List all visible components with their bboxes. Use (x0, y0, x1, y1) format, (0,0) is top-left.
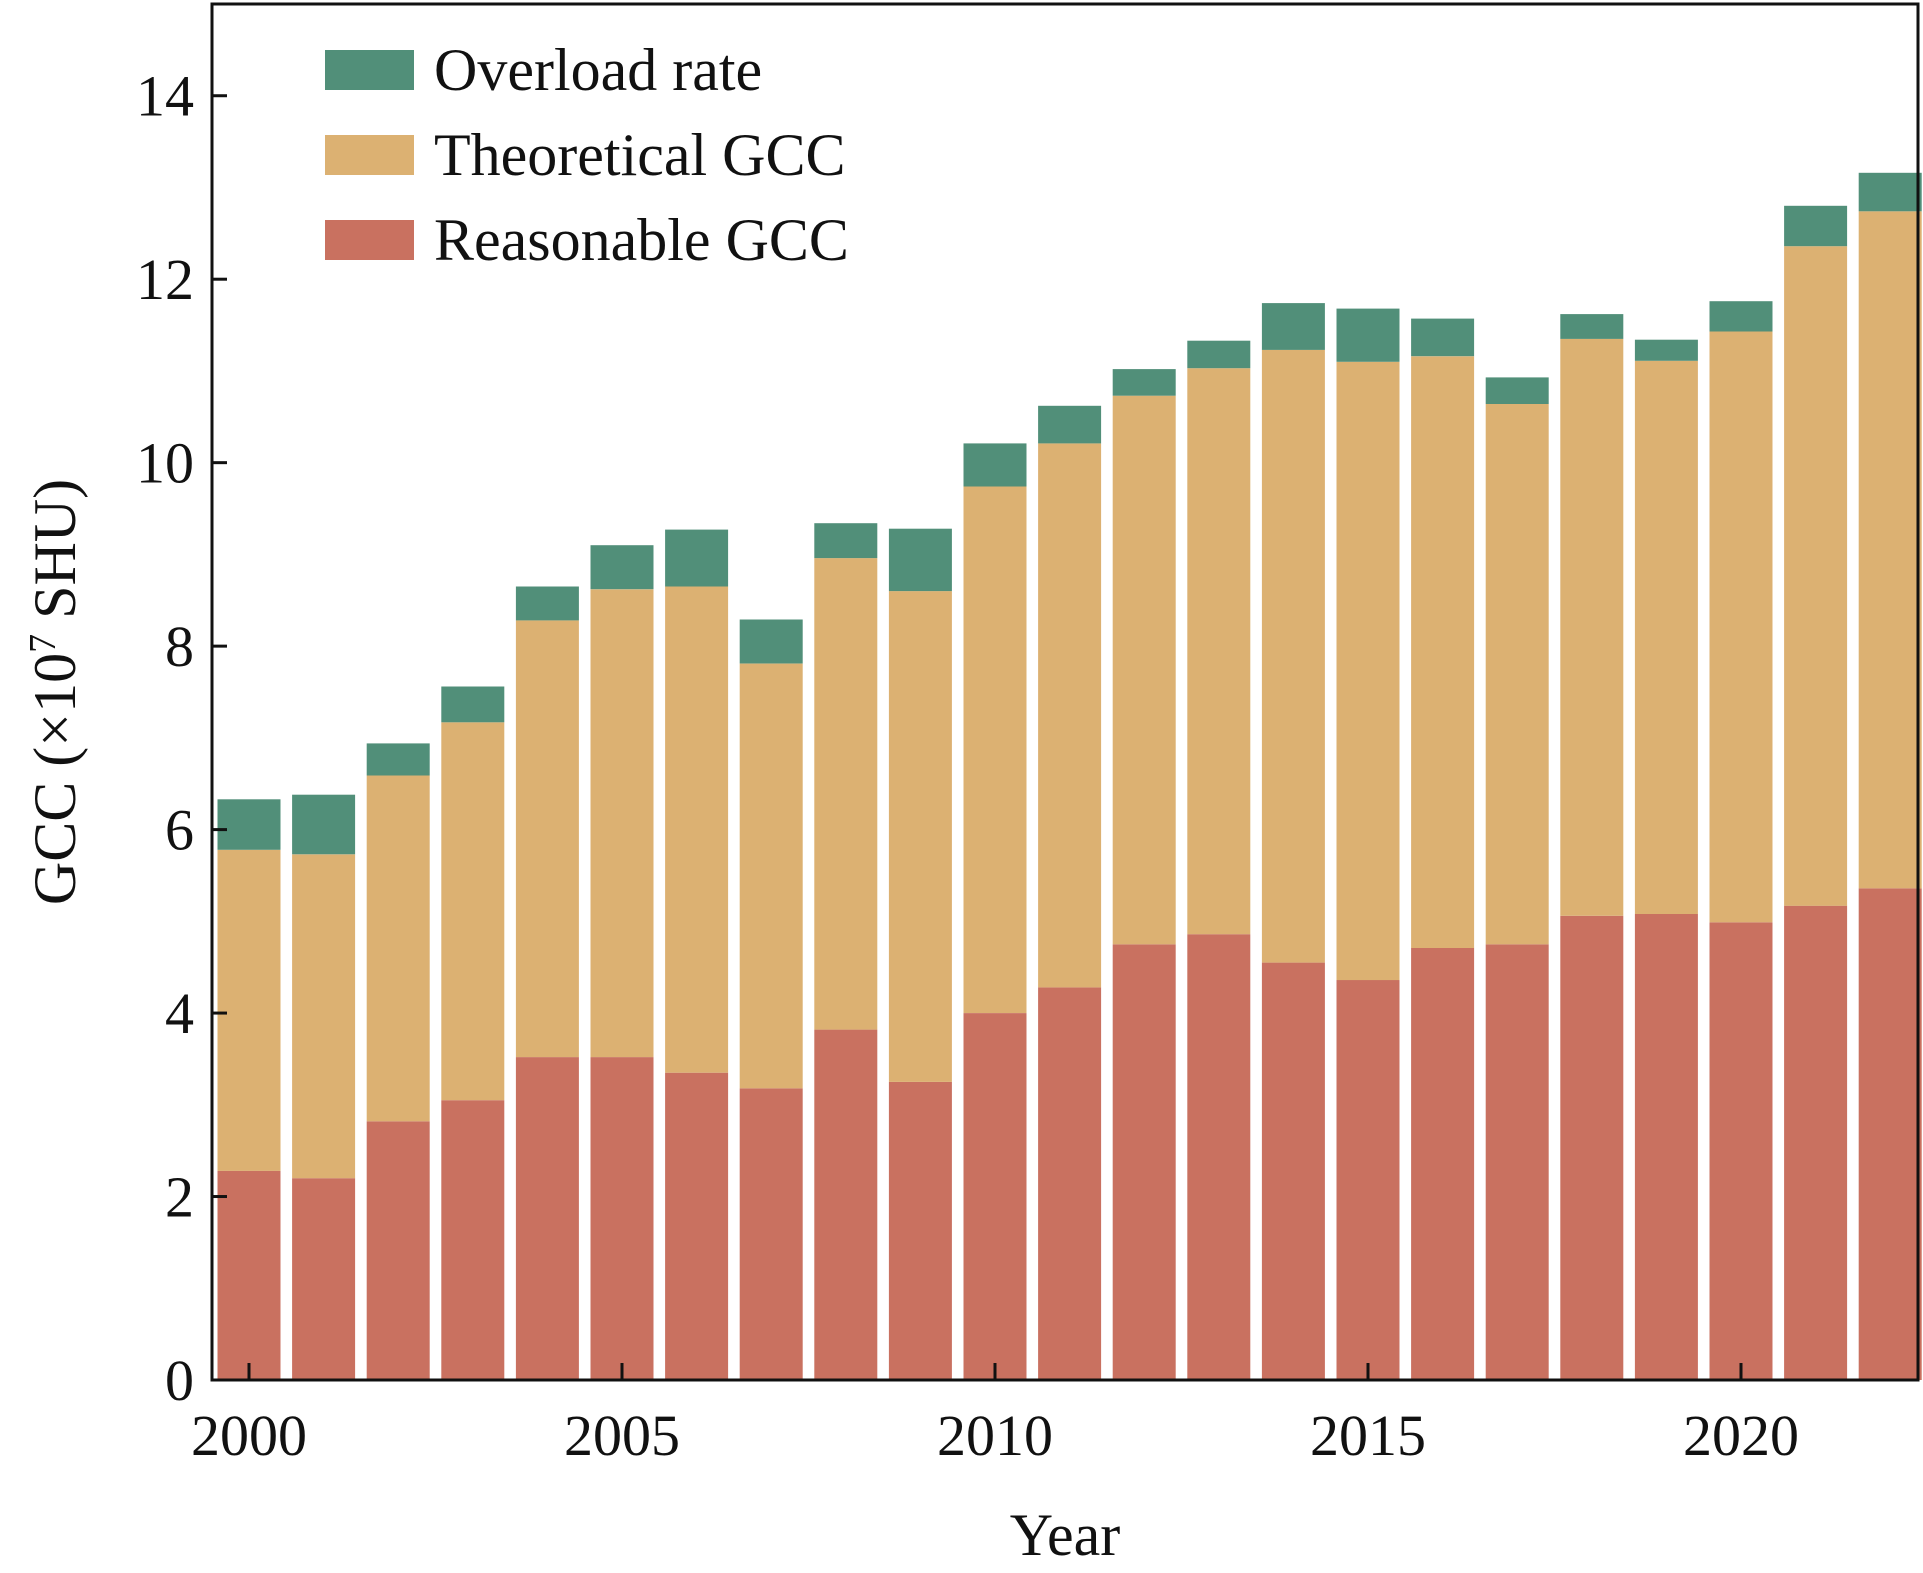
x-tick-label-2005: 2005 (564, 1403, 680, 1468)
y-tick-label-8: 8 (165, 614, 194, 679)
x-tick-label-2020: 2020 (1683, 1403, 1799, 1468)
bar-overload-rate-2000 (217, 799, 281, 850)
bar-overload-rate-2010 (963, 443, 1027, 487)
bar-overload-rate-2007 (739, 619, 803, 664)
x-tick-label-2015: 2015 (1310, 1403, 1426, 1468)
bar-overload-rate-2018 (1560, 314, 1624, 339)
bar-theoretical-gcc-2022 (1858, 211, 1922, 889)
bar-reasonable-gcc-2002 (366, 1121, 430, 1380)
y-tick-label-0: 0 (165, 1348, 194, 1413)
bar-overload-rate-2013 (1187, 340, 1251, 369)
bar-theoretical-gcc-2002 (366, 775, 430, 1122)
bar-theoretical-gcc-2015 (1336, 361, 1400, 981)
bar-reasonable-gcc-2020 (1709, 922, 1773, 1380)
bar-reasonable-gcc-2016 (1411, 947, 1475, 1380)
bar-overload-rate-2022 (1858, 172, 1922, 212)
bar-theoretical-gcc-2005 (590, 589, 654, 1058)
bar-overload-rate-2009 (888, 528, 952, 592)
x-tick-label-2000: 2000 (191, 1403, 307, 1468)
bar-reasonable-gcc-2005 (590, 1057, 654, 1380)
y-tick-label-6: 6 (165, 798, 194, 863)
bar-overload-rate-2005 (590, 545, 654, 590)
bar-theoretical-gcc-2013 (1187, 368, 1251, 935)
bar-overload-rate-2003 (441, 686, 505, 723)
bar-theoretical-gcc-2003 (441, 722, 505, 1101)
bar-theoretical-gcc-2009 (888, 591, 952, 1082)
bar-theoretical-gcc-2020 (1709, 331, 1773, 923)
bar-theoretical-gcc-2017 (1485, 404, 1549, 945)
bar-reasonable-gcc-2008 (814, 1029, 878, 1380)
bar-reasonable-gcc-2013 (1187, 934, 1251, 1380)
bar-theoretical-gcc-2018 (1560, 338, 1624, 916)
bar-theoretical-gcc-2007 (739, 663, 803, 1089)
legend-label-reasonable-gcc: Reasonable GCC (434, 207, 849, 273)
bar-theoretical-gcc-2021 (1784, 246, 1848, 906)
legend-swatch-theoretical-gcc (325, 135, 414, 175)
bar-overload-rate-2017 (1485, 377, 1549, 404)
legend-swatch-reasonable-gcc (325, 220, 414, 260)
bar-reasonable-gcc-2001 (292, 1178, 356, 1380)
y-tick-label-10: 10 (136, 431, 194, 496)
legend-swatch-overload-rate (325, 50, 414, 90)
bar-reasonable-gcc-2022 (1858, 888, 1922, 1380)
bar-overload-rate-2004 (515, 586, 579, 621)
y-tick-label-2: 2 (165, 1165, 194, 1230)
bar-reasonable-gcc-2015 (1336, 980, 1400, 1380)
plot-frame (210, 2, 1920, 1382)
x-axis-title: Year (1010, 1502, 1121, 1568)
bar-overload-rate-2002 (366, 743, 430, 776)
bar-theoretical-gcc-2000 (217, 849, 281, 1171)
bar-overload-rate-2011 (1038, 405, 1102, 444)
bar-overload-rate-2001 (292, 794, 356, 855)
legend: Overload rate Theoretical GCC Reasonable G… (325, 37, 849, 273)
bar-theoretical-gcc-2001 (292, 854, 356, 1179)
bar-overload-rate-2008 (814, 523, 878, 559)
bar-reasonable-gcc-2000 (217, 1170, 281, 1380)
bar-reasonable-gcc-2009 (888, 1081, 952, 1380)
bar-reasonable-gcc-2007 (739, 1088, 803, 1380)
bar-overload-rate-2015 (1336, 308, 1400, 362)
bar-reasonable-gcc-2011 (1038, 987, 1102, 1380)
bar-reasonable-gcc-2021 (1784, 905, 1848, 1380)
legend-label-overload-rate: Overload rate (434, 37, 762, 103)
bar-reasonable-gcc-2006 (665, 1072, 729, 1380)
bar-reasonable-gcc-2004 (515, 1057, 579, 1380)
bar-overload-rate-2019 (1634, 339, 1698, 361)
bar-theoretical-gcc-2006 (665, 586, 729, 1073)
bar-theoretical-gcc-2004 (515, 620, 579, 1058)
axes-layer: 0 2 4 6 8 10 12 14 2000 2005 2010 2015 2020 (136, 2, 1920, 1468)
bar-reasonable-gcc-2017 (1485, 944, 1549, 1380)
bar-reasonable-gcc-2012 (1112, 944, 1176, 1380)
bar-reasonable-gcc-2010 (963, 1013, 1027, 1380)
bar-reasonable-gcc-2018 (1560, 915, 1624, 1380)
bar-theoretical-gcc-2008 (814, 558, 878, 1030)
bar-theoretical-gcc-2016 (1411, 356, 1475, 948)
legend-label-theoretical-gcc: Theoretical GCC (434, 122, 846, 188)
bar-theoretical-gcc-2011 (1038, 443, 1102, 988)
y-tick-label-4: 4 (165, 981, 194, 1046)
bar-overload-rate-2012 (1112, 369, 1176, 396)
bar-overload-rate-2014 (1261, 303, 1325, 350)
bar-overload-rate-2016 (1411, 318, 1475, 357)
bar-theoretical-gcc-2019 (1634, 360, 1698, 914)
y-tick-label-12: 12 (136, 247, 194, 312)
bars-layer (217, 172, 1922, 1380)
bar-theoretical-gcc-2012 (1112, 395, 1176, 945)
bar-reasonable-gcc-2019 (1634, 914, 1698, 1380)
bar-overload-rate-2006 (665, 529, 729, 587)
bar-reasonable-gcc-2014 (1261, 962, 1325, 1380)
bar-theoretical-gcc-2014 (1261, 349, 1325, 963)
bar-theoretical-gcc-2010 (963, 486, 1027, 1013)
y-tick-label-14: 14 (136, 64, 194, 129)
bar-reasonable-gcc-2003 (441, 1100, 505, 1380)
bar-overload-rate-2021 (1784, 205, 1848, 247)
y-axis-title: GCC (×107 SHU) (22, 479, 88, 905)
bar-overload-rate-2020 (1709, 301, 1773, 332)
x-tick-label-2010: 2010 (937, 1403, 1053, 1468)
